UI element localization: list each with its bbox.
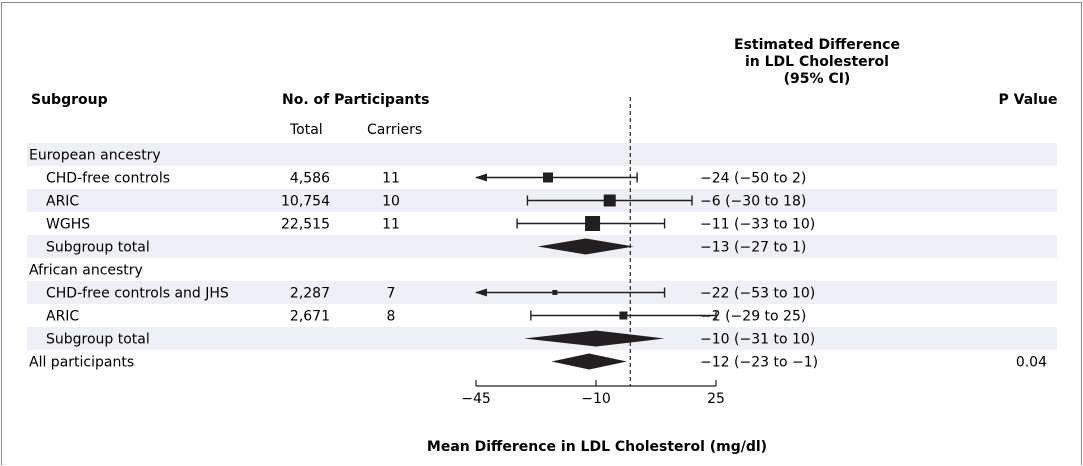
x-axis: −45 −10 25 xyxy=(461,380,725,407)
row-label: ARIC xyxy=(46,309,79,325)
pooled-diamond xyxy=(524,330,665,347)
row-carriers: 11 xyxy=(382,217,400,233)
x-axis-title: Mean Difference in LDL Cholesterol (mg/d… xyxy=(427,439,767,455)
row-label: ARIC xyxy=(46,194,79,210)
row-label: All participants xyxy=(29,355,134,371)
header-carriers: Carriers xyxy=(367,122,422,138)
row-total: 2,671 xyxy=(290,309,330,325)
point-estimate xyxy=(543,172,553,183)
row-ci-text: −22 (−53 to 10) xyxy=(700,286,815,302)
header-estimate-line3: (95% CI) xyxy=(784,71,851,87)
header-estimate-line2: in LDL Cholesterol xyxy=(745,54,889,70)
row-pvalue: 0.04 xyxy=(1016,355,1047,371)
pooled-diamond xyxy=(537,238,634,255)
row-ci-text: −6 (−30 to 18) xyxy=(700,194,806,210)
row-label: Subgroup total xyxy=(46,240,150,256)
point-estimate xyxy=(585,216,601,231)
point-estimate xyxy=(619,311,628,320)
row-ci-text: −10 (−31 to 10) xyxy=(700,332,815,348)
plot-marks xyxy=(475,97,717,386)
row-total: 2,287 xyxy=(290,286,330,302)
header-estimate-line1: Estimated Difference xyxy=(734,37,900,53)
row-ci-text: −11 (−33 to 10) xyxy=(700,217,815,233)
x-tick-label: 25 xyxy=(707,391,725,407)
row-ci-text: −13 (−27 to 1) xyxy=(700,240,806,256)
row-label: WGHS xyxy=(46,217,90,233)
row-label: African ancestry xyxy=(29,263,143,279)
ci-arrow-left xyxy=(475,288,487,297)
table-rows: European ancestry CHD-free controls 4,586 1… xyxy=(29,148,1047,371)
header-pvalue: P Value xyxy=(999,92,1058,108)
row-carriers: 7 xyxy=(387,286,396,302)
row-ci-text: −12 (−23 to −1) xyxy=(700,355,818,371)
row-carriers: 10 xyxy=(382,194,400,210)
header-subgroup: Subgroup xyxy=(31,92,108,108)
row-total: 22,515 xyxy=(281,217,330,233)
row-label: European ancestry xyxy=(29,148,161,164)
header-total: Total xyxy=(289,122,323,138)
row-carriers: 11 xyxy=(382,171,400,187)
x-tick-label: −10 xyxy=(581,391,611,407)
ci-arrow-left xyxy=(475,173,487,182)
row-total: 10,754 xyxy=(281,194,330,210)
pooled-diamond xyxy=(551,353,627,370)
point-estimate xyxy=(603,194,616,207)
row-label: Subgroup total xyxy=(46,332,150,348)
row-ci-text: −24 (−50 to 2) xyxy=(700,171,806,187)
x-tick-label: −45 xyxy=(461,391,491,407)
header-participants: No. of Participants xyxy=(282,92,429,108)
row-carriers: 8 xyxy=(387,309,396,325)
row-band xyxy=(27,143,1057,166)
row-ci-text: −2 (−29 to 25) xyxy=(700,309,806,325)
point-estimate xyxy=(552,290,558,295)
row-label: CHD-free controls xyxy=(46,171,170,187)
row-total: 4,586 xyxy=(290,171,330,187)
row-label: CHD-free controls and JHS xyxy=(46,286,229,302)
